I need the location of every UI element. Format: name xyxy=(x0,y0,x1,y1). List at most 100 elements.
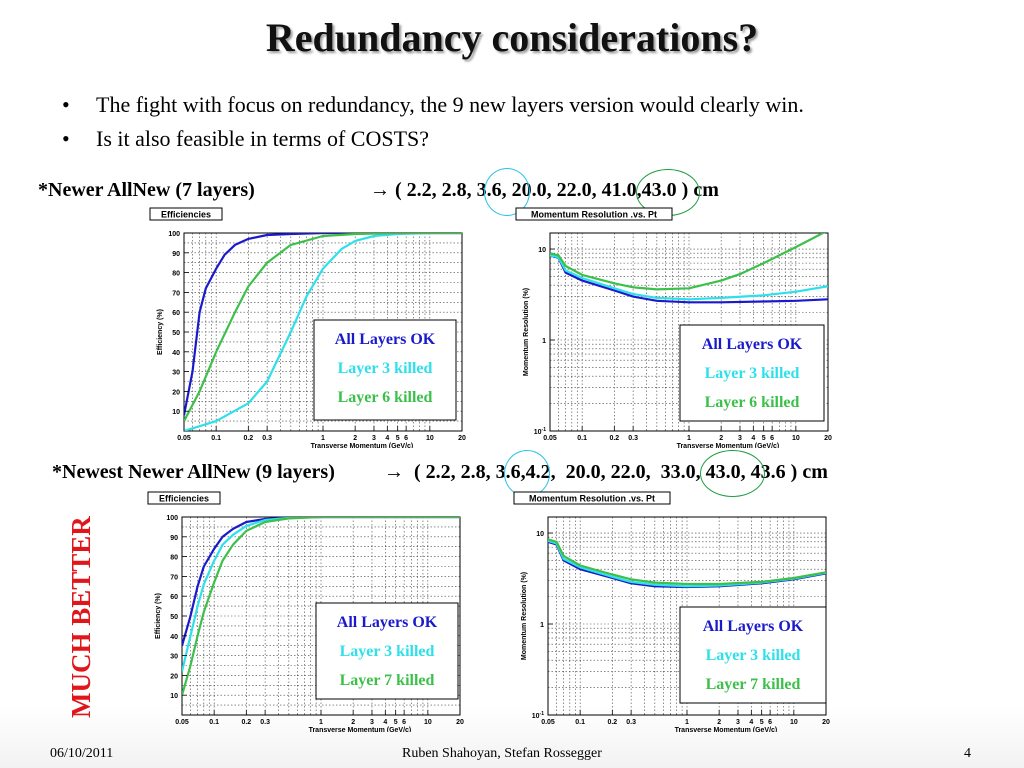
legend-entry-3: Layer 7 killed xyxy=(706,676,801,693)
x-tick-label: 0.1 xyxy=(211,435,221,442)
legend-entry-2: Layer 3 killed xyxy=(705,365,800,382)
y-tick-label: 30 xyxy=(172,370,180,377)
x-tick-label: 2 xyxy=(353,435,357,442)
series-line-3 xyxy=(548,538,826,586)
x-tick-label: 20 xyxy=(456,719,464,726)
x-tick-label: 0.05 xyxy=(177,435,191,442)
arrow-glyph: → xyxy=(370,179,390,201)
bullet-dot: • xyxy=(62,126,70,151)
x-axis-label: Transverse Momentum (GeV/c) xyxy=(677,443,780,448)
resolution-chart-7-layers: Momentum Resolution .vs. Pt 0.05 0.1 0.2 0.3… xyxy=(515,207,832,448)
legend-entry-3: Layer 7 killed xyxy=(340,672,435,689)
x-tick-label: 1 xyxy=(319,719,323,726)
x-tick-label: 4 xyxy=(385,435,389,442)
x-tick-label: 5 xyxy=(394,719,398,726)
legend-entry-3: Layer 6 killed xyxy=(338,389,433,406)
y-tick-label: 20 xyxy=(170,673,178,680)
y-axis-label: Efficiency (%) xyxy=(155,593,162,639)
chart-title: Efficiencies xyxy=(159,494,209,504)
x-tick-label: 1 xyxy=(321,435,325,442)
chart-title: Efficiencies xyxy=(161,210,211,220)
y-tick-label: 80 xyxy=(170,555,178,562)
y-tick-label: 10 xyxy=(170,693,178,700)
chart-title-box xyxy=(149,207,223,221)
y-axis-label: Momentum Resolution (%) xyxy=(523,288,530,376)
x-tick-label: 0.05 xyxy=(175,719,189,726)
y-tick-label: 20 xyxy=(172,389,180,396)
x-tick-label: 5 xyxy=(760,719,764,726)
x-tick-label: 10 xyxy=(426,435,434,442)
series-line-1 xyxy=(184,233,462,416)
x-axis-label: Transverse Momentum (GeV/c) xyxy=(311,443,414,448)
much-better-label: MUCH BETTER xyxy=(66,516,96,718)
highlight-circle-layer7 xyxy=(700,450,765,497)
x-tick-label: 4 xyxy=(383,719,387,726)
x-tick-label: 0.2 xyxy=(243,435,253,442)
legend-entry-2: Layer 3 killed xyxy=(340,643,435,660)
x-tick-label: 0.1 xyxy=(575,719,585,726)
y-tick-label: 10 xyxy=(536,531,544,538)
footer-authors: Ruben Shahoyan, Stefan Rossegger xyxy=(402,746,602,761)
x-tick-label: 2 xyxy=(717,719,721,726)
efficiency-chart-9-layers: Efficiencies 0.05 0.1 0.2 0.3 1 2 3 4 5 6 10 20 10 20 3… xyxy=(147,491,464,732)
y-tick-label: 40 xyxy=(172,350,180,357)
y-tick-label: 60 xyxy=(172,310,180,317)
x-tick-label: 6 xyxy=(770,435,774,442)
x-tick-label: 3 xyxy=(372,435,376,442)
legend-entry-1: All Layers OK xyxy=(703,618,804,635)
x-tick-label: 0.3 xyxy=(260,719,270,726)
legend-box xyxy=(315,602,459,700)
y-tick-label: 10-1 xyxy=(532,711,544,720)
x-tick-label: 0.3 xyxy=(262,435,272,442)
arrow-glyph: → xyxy=(384,461,404,483)
highlight-circle-layer3 xyxy=(484,168,530,216)
x-tick-label: 1 xyxy=(685,719,689,726)
x-tick-label: 0.3 xyxy=(628,435,638,442)
x-tick-label: 5 xyxy=(396,435,400,442)
x-tick-label: 1 xyxy=(687,435,691,442)
legend-entry-1: All Layers OK xyxy=(337,614,438,631)
x-tick-label: 5 xyxy=(762,435,766,442)
x-axis-label: Transverse Momentum (GeV/c) xyxy=(675,727,778,732)
y-tick-label: 40 xyxy=(170,634,178,641)
x-tick-label: 20 xyxy=(822,719,830,726)
bullet-text: Is it also feasible in terms of COSTS? xyxy=(96,126,430,151)
y-tick-label: 1 xyxy=(540,622,544,629)
chart-title-box xyxy=(147,491,221,505)
y-tick-label: 100 xyxy=(168,231,180,238)
chart-title-box xyxy=(515,207,673,221)
x-tick-label: 3 xyxy=(370,719,374,726)
y-tick-label: 100 xyxy=(166,515,178,522)
bullet-item: • Is it also feasible in terms of COSTS? xyxy=(60,122,1000,156)
x-tick-label: 6 xyxy=(402,719,406,726)
y-tick-label: 10-1 xyxy=(534,427,546,436)
series-line-2 xyxy=(550,254,828,301)
legend-entry-1: All Layers OK xyxy=(702,336,803,353)
chart-title: Momentum Resolution .vs. Pt xyxy=(531,210,657,220)
y-tick-label: 30 xyxy=(170,654,178,661)
x-tick-label: 0.2 xyxy=(609,435,619,442)
efficiency-chart-7-layers: Efficiencies 0.05 0.1 0.2 0.3 1 2 3 4 5 6 10 20 10 20 3… xyxy=(149,207,466,448)
radii-start: ( 2.2, 2.8, xyxy=(414,461,491,483)
series-line-3 xyxy=(550,233,826,291)
x-tick-label: 3 xyxy=(738,435,742,442)
x-tick-label: 0.1 xyxy=(209,719,219,726)
y-tick-label: 80 xyxy=(172,271,180,278)
x-tick-label: 20 xyxy=(458,435,466,442)
resolution-chart-9-layers: Momentum Resolution .vs. Pt 0.05 0.1 0.2 0.3… xyxy=(513,491,830,732)
radius-layer7: 33.0, xyxy=(660,461,701,483)
x-tick-label: 20 xyxy=(824,435,832,442)
y-tick-label: 50 xyxy=(172,330,180,337)
x-tick-label: 3 xyxy=(736,719,740,726)
x-tick-label: 6 xyxy=(404,435,408,442)
y-tick-label: 10 xyxy=(172,409,180,416)
chart-title: Momentum Resolution .vs. Pt xyxy=(529,494,655,504)
x-tick-label: 2 xyxy=(719,435,723,442)
x-tick-label: 0.05 xyxy=(541,719,555,726)
radius-layer6: 41.0, xyxy=(601,179,642,201)
legend-entry-1: All Layers OK xyxy=(335,331,436,348)
legend-entry-3: Layer 6 killed xyxy=(705,394,800,411)
series-line-3 xyxy=(184,233,462,422)
x-tick-label: 2 xyxy=(351,719,355,726)
